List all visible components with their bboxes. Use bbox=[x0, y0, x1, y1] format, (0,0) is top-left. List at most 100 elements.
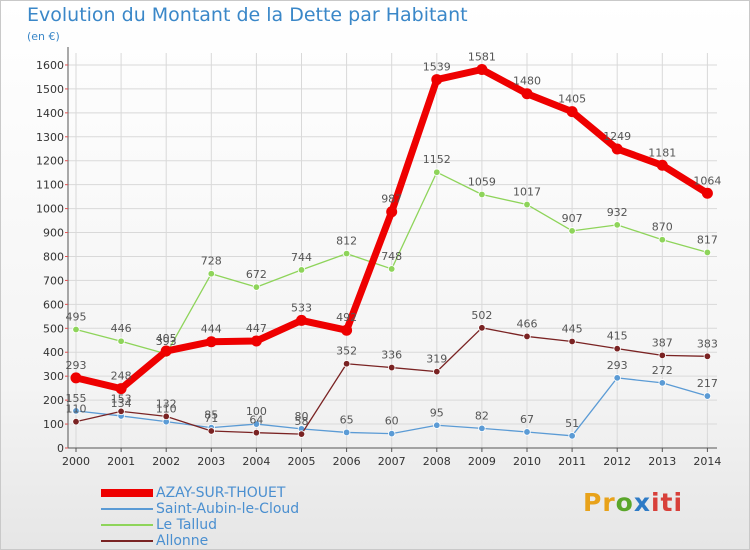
x-tick-label: 2003 bbox=[197, 455, 225, 468]
data-point bbox=[252, 428, 261, 437]
data-point bbox=[658, 351, 666, 360]
x-tick-label: 2006 bbox=[333, 455, 361, 468]
data-label: 932 bbox=[607, 206, 628, 219]
y-tick-label: 1200 bbox=[36, 155, 64, 168]
proxiti-logo: Proxiti bbox=[583, 488, 684, 517]
x-tick-label: 2005 bbox=[288, 455, 316, 468]
x-tick-label: 2012 bbox=[603, 455, 631, 468]
data-point bbox=[523, 200, 531, 209]
data-point bbox=[342, 249, 351, 258]
data-point bbox=[296, 314, 307, 326]
data-label: 817 bbox=[697, 233, 718, 246]
data-label: 502 bbox=[471, 309, 492, 322]
data-label: 352 bbox=[336, 345, 357, 358]
data-label: 1017 bbox=[513, 186, 541, 199]
x-tick-label: 2004 bbox=[242, 455, 270, 468]
data-point bbox=[162, 412, 170, 421]
data-point bbox=[568, 227, 576, 235]
y-tick-label: 200 bbox=[43, 394, 64, 407]
data-point bbox=[658, 236, 666, 244]
data-label: 870 bbox=[652, 221, 673, 234]
data-point bbox=[478, 190, 486, 199]
data-label: 415 bbox=[607, 330, 628, 343]
data-label: 272 bbox=[652, 364, 673, 377]
data-label: 728 bbox=[201, 255, 222, 268]
data-point bbox=[656, 159, 668, 171]
data-label: 80 bbox=[295, 410, 309, 423]
data-label: 446 bbox=[111, 322, 132, 335]
y-tick-label: 700 bbox=[43, 274, 64, 287]
data-label: 100 bbox=[246, 405, 267, 418]
data-point bbox=[658, 379, 666, 387]
data-point bbox=[297, 266, 306, 274]
data-label: 336 bbox=[381, 349, 402, 362]
legend-label: Le Tallud bbox=[156, 517, 217, 533]
data-point bbox=[341, 324, 353, 336]
data-label: 155 bbox=[66, 392, 87, 405]
data-label: 60 bbox=[385, 415, 399, 428]
data-point bbox=[611, 143, 623, 155]
x-tick-label: 2009 bbox=[468, 455, 496, 468]
data-point bbox=[478, 324, 486, 332]
data-label: 1539 bbox=[423, 61, 451, 74]
data-label: 110 bbox=[156, 403, 177, 416]
data-label: 1249 bbox=[603, 130, 631, 143]
data-label: 672 bbox=[246, 268, 267, 281]
data-label: 293 bbox=[607, 359, 628, 372]
data-label: 445 bbox=[562, 322, 583, 335]
data-label: 466 bbox=[517, 317, 538, 330]
data-label: 1405 bbox=[558, 93, 586, 106]
data-label: 444 bbox=[201, 323, 222, 336]
data-point bbox=[613, 221, 621, 229]
data-label: 95 bbox=[430, 406, 444, 419]
data-label: 387 bbox=[652, 336, 673, 349]
data-point bbox=[568, 432, 576, 440]
data-label: 492 bbox=[336, 311, 357, 324]
legend-swatch bbox=[101, 540, 153, 542]
data-point bbox=[433, 421, 441, 429]
data-point bbox=[703, 352, 712, 361]
data-label: 393 bbox=[156, 335, 177, 348]
data-label: 383 bbox=[697, 337, 718, 350]
x-tick-label: 2001 bbox=[107, 455, 135, 468]
y-tick-label: 1600 bbox=[36, 59, 64, 72]
y-tick-label: 400 bbox=[43, 346, 64, 359]
x-tick-label: 2002 bbox=[152, 455, 180, 468]
data-point bbox=[297, 430, 306, 438]
data-point bbox=[160, 345, 172, 357]
data-label: 748 bbox=[381, 250, 402, 263]
data-label: 110 bbox=[66, 403, 87, 416]
data-label: 405 bbox=[156, 332, 177, 345]
data-label: 1152 bbox=[423, 153, 451, 166]
data-point bbox=[613, 374, 621, 382]
data-label: 71 bbox=[204, 412, 218, 425]
y-tick-label: 600 bbox=[43, 298, 64, 311]
y-tick-label: 1100 bbox=[36, 179, 64, 192]
data-label: 1480 bbox=[513, 75, 541, 88]
data-label: 1581 bbox=[468, 51, 496, 64]
data-label: 217 bbox=[697, 377, 718, 390]
legend-label: AZAY-SUR-THOUET bbox=[156, 485, 286, 501]
data-point bbox=[72, 407, 80, 415]
data-label: 248 bbox=[111, 370, 132, 383]
legend-label: Saint-Aubin-le-Cloud bbox=[156, 501, 300, 517]
data-point bbox=[703, 392, 712, 400]
data-label: 447 bbox=[246, 322, 267, 335]
data-point bbox=[701, 187, 713, 199]
data-point bbox=[433, 168, 441, 176]
data-point bbox=[566, 106, 578, 118]
data-label: 51 bbox=[565, 417, 579, 430]
data-point bbox=[252, 283, 261, 291]
data-label: 153 bbox=[111, 392, 132, 405]
data-label: 744 bbox=[291, 251, 312, 264]
data-label: 293 bbox=[66, 359, 87, 372]
data-point bbox=[115, 383, 127, 395]
y-tick-label: 1400 bbox=[36, 107, 64, 120]
data-point bbox=[568, 337, 576, 346]
data-point bbox=[478, 424, 486, 433]
data-point bbox=[386, 206, 398, 218]
data-label: 1059 bbox=[468, 175, 496, 188]
legend-label: Allonne bbox=[156, 533, 209, 549]
unit-label: (en €) bbox=[27, 30, 60, 43]
